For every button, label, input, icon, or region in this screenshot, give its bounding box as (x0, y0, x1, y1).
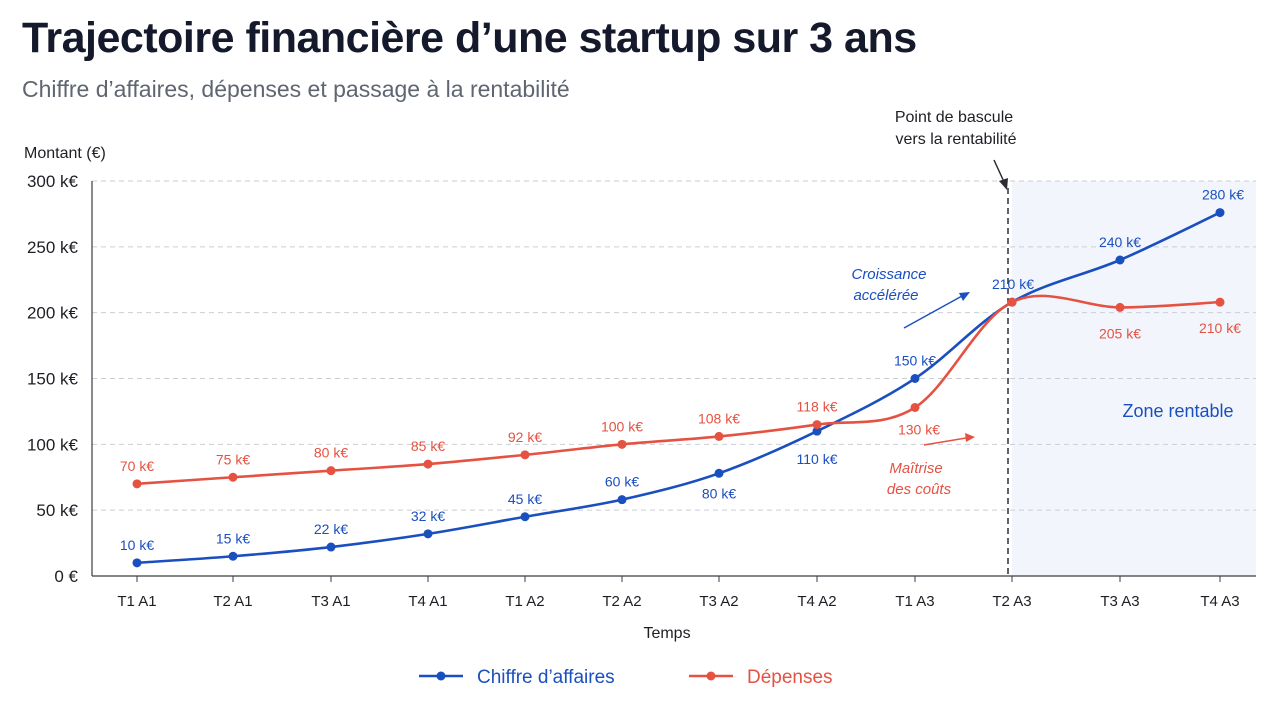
growth-arrowhead (959, 292, 970, 301)
y-tick-label: 0 € (54, 567, 78, 586)
revenue-point (910, 374, 920, 383)
y-axis-title: Montant (€) (24, 145, 106, 162)
revenue-point (228, 551, 238, 561)
expenses-data-label: 108 k€ (698, 410, 740, 426)
expenses-data-label: 70 k€ (120, 458, 154, 474)
expenses-point (228, 472, 238, 482)
expenses-data-label: 100 k€ (601, 418, 643, 434)
expenses-point (910, 402, 920, 412)
y-tick-label: 250 k€ (27, 238, 79, 257)
expenses-point (1215, 297, 1225, 307)
revenue-point (423, 529, 433, 539)
revenue-data-label: 45 k€ (508, 491, 542, 507)
breakeven-label-line2: vers la rentabilité (896, 131, 1017, 148)
x-tick-label: T3 A1 (311, 593, 350, 610)
x-tick-label: T2 A1 (213, 593, 252, 610)
costs-arrow (923, 437, 967, 446)
x-tick-label: T4 A2 (797, 593, 836, 610)
revenue-data-label: 15 k€ (216, 530, 250, 546)
revenue-data-label: 10 k€ (120, 537, 154, 553)
revenue-point (812, 426, 822, 436)
breakeven-arrowhead (999, 178, 1008, 190)
expenses-point (1007, 297, 1017, 307)
chart-title: Trajectoire financière d’une startup sur… (22, 14, 917, 62)
y-tick-label: 300 k€ (27, 172, 79, 191)
expenses-data-label: 118 k€ (797, 399, 838, 415)
chart-subtitle: Chiffre d’affaires, dépenses et passage … (22, 76, 570, 102)
expenses-data-label: 210 k€ (1199, 320, 1241, 336)
expenses-point (617, 439, 627, 449)
legend-expenses-label: Dépenses (747, 667, 833, 688)
expenses-point (423, 459, 433, 469)
revenue-point (326, 542, 336, 552)
revenue-data-label: 210 k€ (992, 276, 1034, 292)
expenses-data-label: 205 k€ (1099, 325, 1141, 341)
x-tick-label: T1 A2 (505, 593, 544, 610)
costs-annotation-line2: des coûts (887, 481, 952, 498)
expenses-point (132, 479, 142, 489)
expenses-data-label: 75 k€ (216, 451, 250, 467)
x-tick-label: T4 A1 (408, 593, 447, 610)
x-tick-label: T2 A3 (992, 593, 1031, 610)
revenue-point (714, 468, 724, 478)
growth-annotation-line1: Croissance (851, 266, 926, 283)
x-tick-label: T3 A2 (699, 593, 738, 610)
legend-revenue-label: Chiffre d’affaires (477, 667, 615, 688)
expenses-point (714, 431, 724, 441)
x-tick-label: T3 A3 (1100, 593, 1139, 610)
breakeven-label-line1: Point de bascule (895, 109, 1013, 126)
revenue-point (617, 495, 627, 505)
growth-annotation-line2: accélérée (853, 287, 918, 304)
revenue-data-label: 32 k€ (411, 508, 445, 524)
expenses-data-label: 80 k€ (314, 445, 348, 461)
expenses-data-label: 85 k€ (411, 438, 445, 454)
revenue-point (520, 512, 530, 522)
expenses-data-label: 92 k€ (508, 429, 542, 445)
expenses-data-label: 130 k€ (898, 421, 940, 437)
costs-arrowhead (965, 433, 975, 442)
revenue-data-label: 60 k€ (605, 474, 639, 490)
legend-revenue-marker (436, 671, 446, 681)
revenue-data-label: 240 k€ (1099, 234, 1141, 250)
y-tick-label: 50 k€ (36, 501, 78, 520)
x-tick-label: T1 A3 (895, 593, 934, 610)
revenue-data-label: 22 k€ (314, 521, 348, 537)
revenue-point (1115, 255, 1125, 265)
revenue-point (132, 558, 142, 568)
revenue-data-label: 150 k€ (894, 353, 936, 369)
expenses-point (1115, 302, 1125, 312)
y-tick-label: 200 k€ (27, 304, 79, 323)
legend-expenses-marker (706, 671, 716, 681)
revenue-point (1215, 208, 1225, 218)
x-tick-label: T1 A1 (117, 593, 156, 610)
y-tick-label: 150 k€ (27, 370, 79, 389)
expenses-point (326, 466, 336, 476)
y-tick-label: 100 k€ (27, 435, 79, 454)
revenue-data-label: 110 k€ (797, 451, 838, 467)
x-tick-label: T2 A2 (602, 593, 641, 610)
costs-annotation-line1: Maîtrise (889, 460, 942, 477)
profitable-zone (1012, 181, 1256, 576)
expenses-point (812, 420, 822, 430)
zone-label: Zone rentable (1122, 401, 1233, 421)
expenses-point (520, 450, 530, 460)
revenue-data-label: 280 k€ (1202, 187, 1244, 203)
x-axis-title: Temps (643, 625, 690, 642)
growth-arrow (903, 295, 963, 329)
x-tick-label: T4 A3 (1200, 593, 1239, 610)
revenue-data-label: 80 k€ (702, 485, 736, 501)
